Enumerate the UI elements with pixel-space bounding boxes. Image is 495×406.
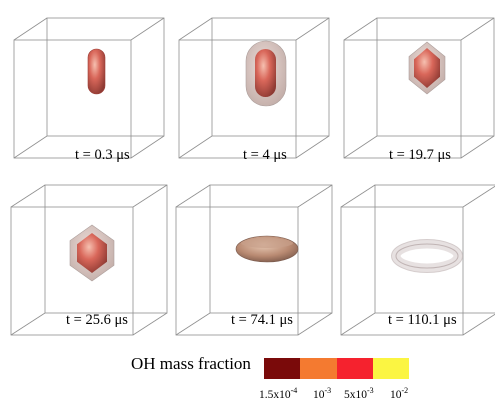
domain-box-with-oh-isosurface [175, 184, 333, 336]
box-back-face [46, 17, 165, 137]
domain-box-with-oh-isosurface [343, 17, 495, 159]
oh-isosurface [87, 48, 106, 95]
oh-isosurface [77, 233, 107, 273]
time-label: t = 4 μs [243, 147, 287, 163]
colorbar [264, 358, 409, 379]
panel-t-4: t = 4 μs [165, 0, 330, 170]
panel-t-0-3: t = 0.3 μs [0, 0, 165, 170]
box-front-face [10, 206, 134, 336]
colorbar-swatch-3 [336, 358, 373, 379]
panel-t-74-1: t = 74.1 μs [165, 175, 333, 345]
box-front-face [340, 206, 464, 336]
panel-t-25-6: t = 25.6 μs [0, 175, 168, 345]
box-front-face [178, 39, 297, 159]
torus-outer-edge [391, 239, 463, 273]
box-back-face [374, 184, 495, 314]
box-back-face [211, 17, 330, 137]
oh-isosurface [255, 49, 276, 97]
time-label: t = 110.1 μs [388, 312, 457, 328]
time-label: t = 0.3 μs [75, 147, 130, 163]
box-back-face [376, 17, 495, 137]
colorbar-swatch-2 [300, 358, 337, 379]
legend-title: OH mass fraction [131, 354, 251, 373]
oh-isosurface [414, 48, 440, 88]
box-back-face [44, 184, 168, 314]
panel-t-110-1: t = 110.1 μs [330, 175, 495, 345]
colorbar-tick-label: 10-3 [313, 386, 332, 401]
domain-box-with-oh-isosurface [10, 184, 168, 336]
box-front-face [343, 39, 462, 159]
time-label: t = 25.6 μs [66, 312, 128, 328]
box-front-face [13, 39, 132, 159]
panel-t-19-7: t = 19.7 μs [330, 0, 495, 170]
time-label: t = 19.7 μs [389, 147, 451, 163]
colorbar-swatch-4 [372, 358, 409, 379]
domain-box-with-oh-isosurface [13, 17, 165, 159]
torus-inner-edge [395, 243, 459, 269]
time-label: t = 74.1 μs [231, 312, 293, 328]
disc-top-highlight [241, 238, 293, 248]
colorbar-tick-label: 1.5x10-4 [259, 386, 298, 401]
box-front-face [175, 206, 299, 336]
colorbar-swatch-1 [264, 358, 301, 379]
domain-box-with-oh-isosurface [340, 184, 495, 336]
domain-box-with-oh-isosurface [178, 17, 330, 159]
colorbar-tick-label: 10-2 [390, 386, 409, 401]
box-back-face [209, 184, 333, 314]
colorbar-tick-label: 5x10-3 [344, 386, 374, 401]
